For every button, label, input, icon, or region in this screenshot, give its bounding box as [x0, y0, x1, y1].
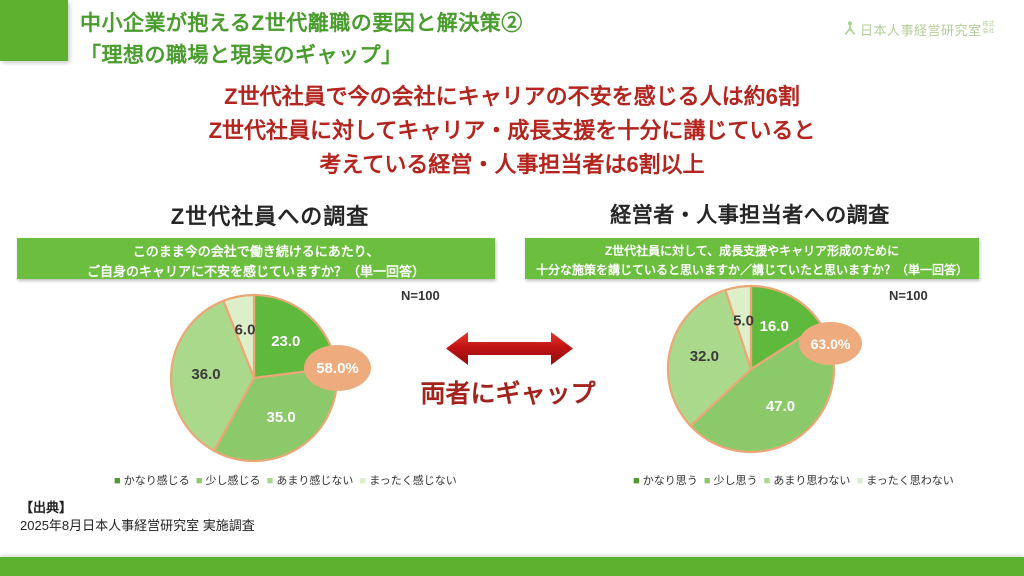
- svg-text:6.0: 6.0: [234, 322, 255, 339]
- svg-text:32.0: 32.0: [690, 347, 719, 364]
- svg-text:23.0: 23.0: [271, 333, 300, 350]
- svg-text:36.0: 36.0: [191, 366, 220, 383]
- svg-text:5.0: 5.0: [733, 312, 754, 329]
- svg-text:35.0: 35.0: [266, 409, 295, 426]
- svg-text:47.0: 47.0: [766, 397, 795, 414]
- svg-text:16.0: 16.0: [760, 317, 789, 334]
